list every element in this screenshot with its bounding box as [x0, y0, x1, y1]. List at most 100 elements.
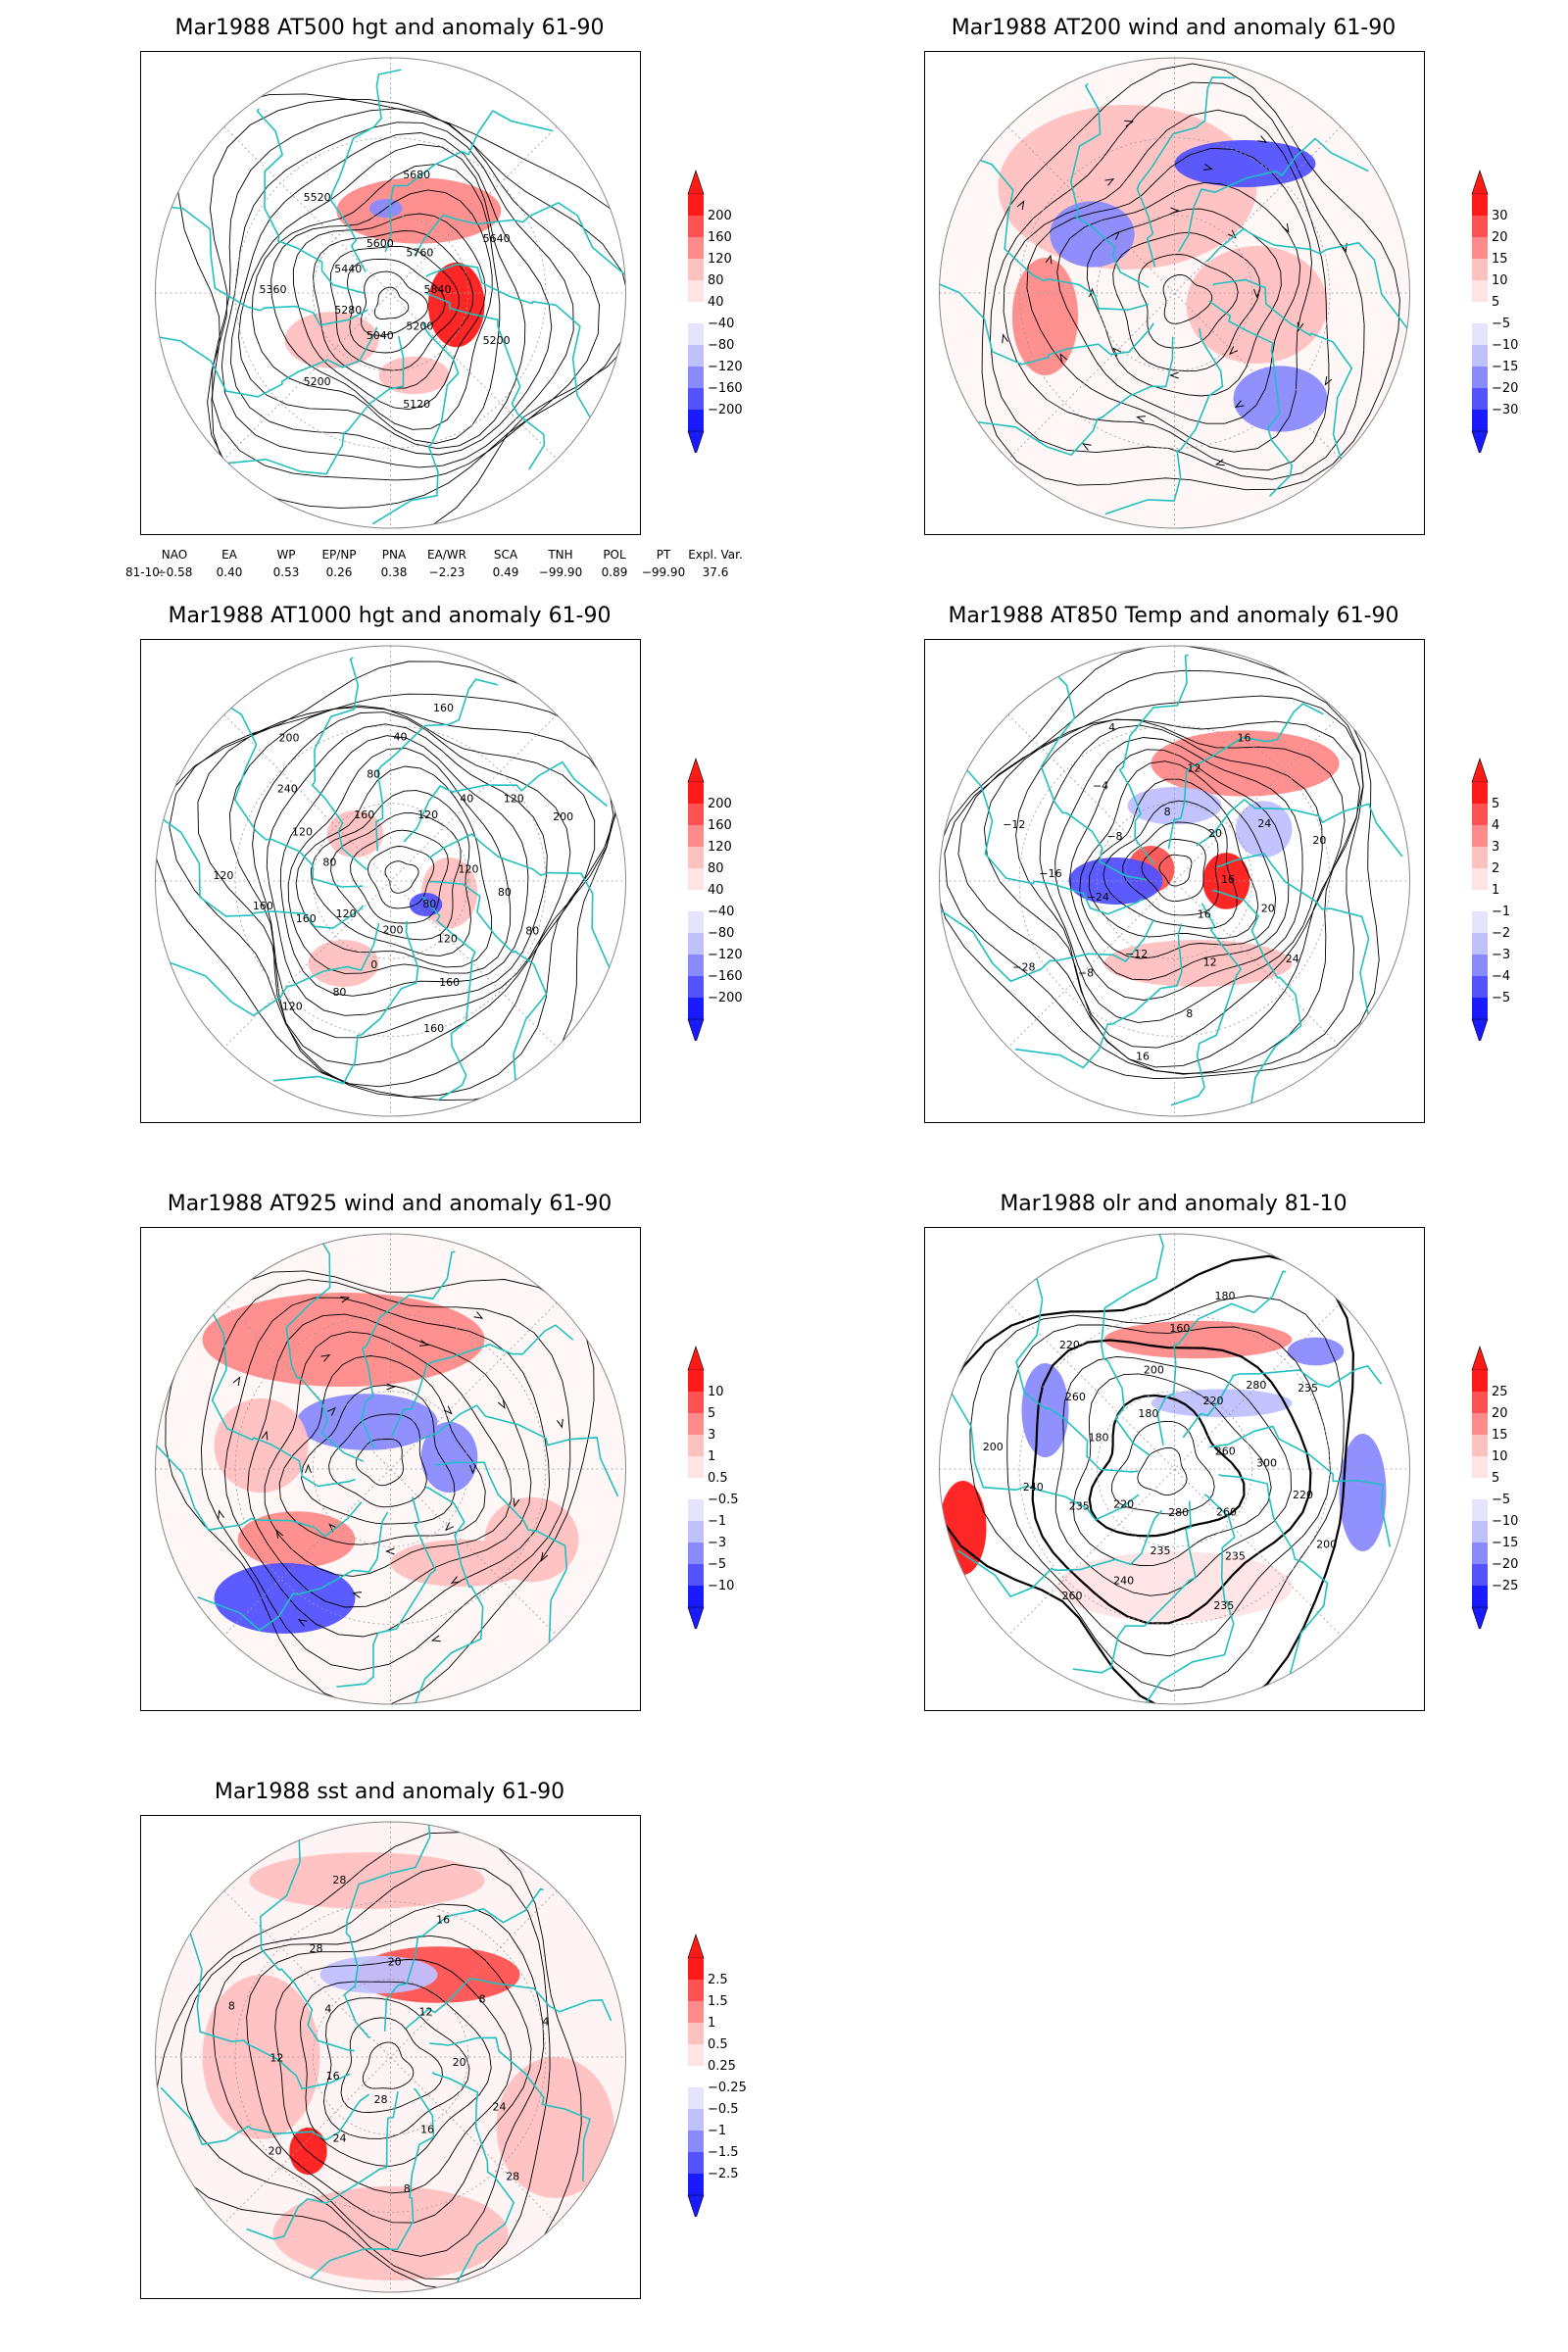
contour-label: 220 — [1059, 1339, 1080, 1351]
colorbar-label: −1 — [1492, 905, 1511, 919]
colorbar-segment — [688, 410, 704, 431]
colorbar-segment — [688, 2066, 704, 2087]
contour-label: 280 — [1168, 1506, 1189, 1519]
contour-line — [1003, 109, 1330, 471]
colorbar-segment — [1472, 323, 1488, 345]
contour-label: 200 — [279, 732, 300, 745]
streamline-arrow — [305, 1463, 312, 1474]
colorbar-label: 40 — [708, 295, 724, 310]
colorbar-label: 120 — [708, 252, 732, 267]
streamline-arrow — [340, 1296, 351, 1303]
streamline-arrow — [445, 1522, 455, 1532]
coastline — [361, 1250, 456, 1449]
colorbar-label: 20 — [1492, 1406, 1508, 1421]
teleconnection-value: 0.26 — [325, 565, 353, 579]
map-field — [156, 657, 616, 1102]
streamline-arrow — [218, 1509, 224, 1520]
colorbar-label: 15 — [1492, 1428, 1508, 1443]
contour-line — [350, 829, 449, 924]
contour-line — [1031, 1339, 1312, 1625]
colorbar — [1470, 169, 1558, 456]
panel-title: Mar1988 AT200 wind and anomaly 61-90 — [951, 16, 1396, 40]
contour-line — [301, 1385, 456, 1525]
colorbar-segment — [688, 1499, 704, 1521]
colorbar-label: −15 — [1492, 1536, 1519, 1550]
contour-line — [1102, 800, 1238, 929]
anomaly-shading — [202, 1293, 485, 1387]
teleconnection-value: 0.89 — [601, 565, 628, 579]
streamline-arrow — [1002, 333, 1008, 344]
contour-label: 300 — [1256, 1457, 1277, 1470]
contour-label: 12 — [270, 2051, 283, 2064]
streamline-arrow — [320, 1353, 331, 1362]
colorbar-label: −2.5 — [708, 2167, 739, 2181]
contour-line — [969, 1295, 1345, 1691]
contour-label: 180 — [1215, 1290, 1236, 1302]
teleconnection-header: SCA — [493, 548, 518, 562]
contour-line — [1137, 1446, 1188, 1496]
coastline — [384, 110, 553, 253]
colorbar-segment — [1472, 302, 1488, 323]
contour-label: 120 — [292, 825, 313, 838]
coastline — [246, 2091, 399, 2240]
streamline-arrow — [1253, 288, 1260, 299]
coastline — [956, 1509, 1163, 1598]
colorbar-segment — [688, 1543, 704, 1564]
streamline-arrow — [232, 1376, 241, 1387]
contour-line — [212, 108, 600, 481]
colorbar-label: −10 — [1492, 338, 1519, 353]
contour-line — [362, 2041, 415, 2089]
contour-line — [278, 1355, 486, 1545]
streamline-arrow — [1081, 443, 1092, 451]
colorbar-label: −160 — [708, 381, 743, 396]
contour-label: 24 — [493, 2101, 507, 2114]
contour-line — [287, 748, 512, 974]
colorbar-segment — [1472, 1370, 1488, 1392]
contour-line — [1039, 724, 1323, 1023]
streamline-arrow — [1202, 164, 1213, 171]
contour-label: 200 — [983, 1441, 1004, 1453]
coastline — [374, 678, 499, 852]
colorbar-label: −80 — [708, 338, 735, 353]
panel-title: Mar1988 AT850 Temp and anomaly 61-90 — [948, 604, 1399, 628]
colorbar-segment — [1472, 280, 1488, 302]
colorbar-label: −10 — [1492, 1514, 1519, 1529]
colorbar-label: 5 — [708, 1406, 716, 1421]
polar-map — [140, 1227, 641, 1711]
teleconnection-value: −2.23 — [428, 565, 466, 579]
map-panel-p7: Mar1988 sst and anomaly 61-90 28 24 20 16 12 8… — [0, 1764, 784, 2352]
colorbar-segment — [1472, 194, 1488, 216]
coastline — [1104, 327, 1224, 515]
coastline — [1216, 853, 1370, 1019]
colorbar-segment — [1472, 976, 1488, 998]
coastline — [1040, 675, 1147, 881]
coastline — [1072, 1500, 1197, 1674]
teleconnection-header: PT — [656, 548, 671, 562]
map-boundary — [155, 57, 626, 529]
streamline-arrow — [386, 1383, 396, 1391]
colorbar-segment — [1472, 804, 1488, 825]
colorbar-label: 0.5 — [708, 2037, 728, 2052]
colorbar-label: 1.5 — [708, 1994, 728, 2009]
colorbar-segment — [688, 1413, 704, 1435]
map-boundary — [939, 645, 1410, 1117]
map-field — [939, 1234, 1392, 1704]
contour-line — [252, 711, 571, 1039]
contour-line — [1111, 1420, 1215, 1515]
colorbar-label: −3 — [708, 1536, 727, 1550]
streamline-arrow — [1016, 200, 1025, 211]
contour-label: −24 — [1087, 891, 1109, 904]
contour-label: 16 — [1237, 731, 1250, 744]
contour-line — [266, 723, 548, 1016]
contour-label: 12 — [1203, 956, 1217, 969]
contour-line — [1112, 231, 1261, 372]
colorbar-segment — [1472, 1521, 1488, 1543]
colorbar-label: −5 — [1492, 1493, 1511, 1507]
graticule — [155, 1234, 626, 1704]
contour-line — [1079, 760, 1277, 959]
coastline — [272, 920, 419, 1085]
contour-label: 280 — [1246, 1379, 1266, 1392]
colorbar-label: −5 — [1492, 991, 1511, 1005]
map-panel-p1: Mar1988 AT500 hgt and anomaly 61-90 5840 5… — [0, 0, 784, 588]
contour-line — [1122, 821, 1219, 916]
